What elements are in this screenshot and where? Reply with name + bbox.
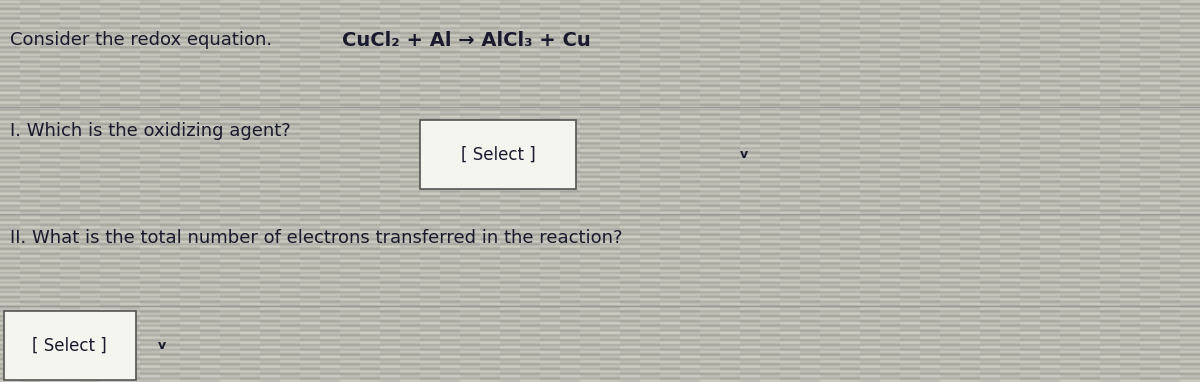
Text: v: v — [158, 339, 166, 352]
Text: CuCl₂ + Al → AlCl₃ + Cu: CuCl₂ + Al → AlCl₃ + Cu — [342, 31, 590, 50]
Text: Consider the redox equation.: Consider the redox equation. — [10, 31, 277, 49]
Text: v: v — [740, 148, 748, 161]
Text: II. What is the total number of electrons transferred in the reaction?: II. What is the total number of electron… — [10, 229, 622, 247]
FancyBboxPatch shape — [420, 120, 576, 189]
Text: [ Select ]: [ Select ] — [461, 146, 535, 164]
Text: I. Which is the oxidizing agent?: I. Which is the oxidizing agent? — [10, 122, 290, 140]
Text: [ Select ]: [ Select ] — [32, 337, 107, 355]
FancyBboxPatch shape — [4, 311, 136, 380]
